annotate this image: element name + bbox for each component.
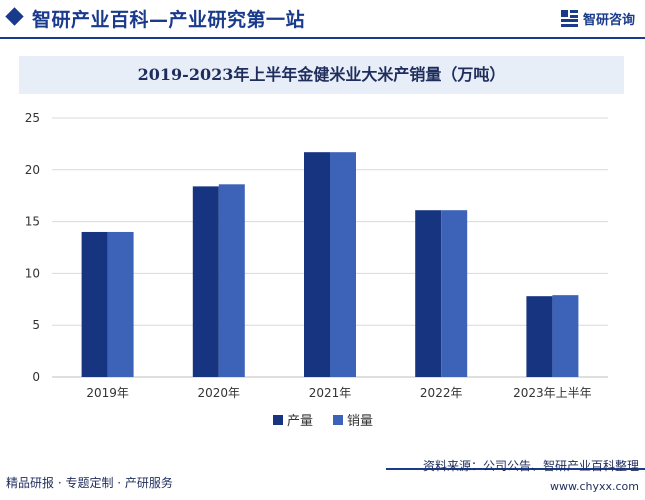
x-tick-label: 2020年 [198, 386, 241, 400]
header-bar: 智研产业百科—产业研究第一站 智研咨询 [0, 0, 645, 39]
y-tick-label: 15 [25, 215, 40, 229]
bar-sales [441, 210, 468, 377]
footer-source: 资料来源：公司公告、智研产业百科整理 [422, 459, 639, 473]
brand-name: 智研咨询 [582, 13, 635, 28]
legend-label: 销量 [347, 414, 373, 429]
bar-production [81, 231, 108, 377]
bar-sales [552, 295, 579, 377]
bar-production [526, 296, 553, 377]
bar-sales [330, 152, 356, 377]
legend-swatch [333, 415, 343, 425]
x-tick-label: 2022年 [420, 386, 463, 400]
bar-production [192, 186, 219, 377]
chart-title: 2019-2023年上半年金健米业大米产销量（万吨） [137, 65, 506, 84]
x-tick-label: 2021年 [309, 386, 352, 400]
brand-logo-icon [560, 10, 578, 27]
footer-divider [386, 468, 645, 470]
bar-production [304, 152, 330, 377]
x-tick-label: 2019年 [86, 386, 129, 400]
bar-production [415, 210, 442, 377]
footer-services: 精品研报 · 专题定制 · 产研服务 [6, 476, 173, 490]
header-divider [0, 37, 645, 39]
x-tick-label: 2023年上半年 [513, 386, 592, 400]
chart-title-box: 2019-2023年上半年金健米业大米产销量（万吨） [19, 56, 624, 94]
y-tick-label: 0 [32, 370, 40, 384]
y-tick-label: 20 [25, 163, 40, 177]
bar-sales [218, 184, 245, 377]
y-tick-label: 25 [25, 111, 40, 125]
y-tick-label: 5 [32, 318, 40, 332]
footer-url[interactable]: www.chyxx.com [549, 480, 639, 493]
bar-sales [107, 231, 134, 377]
header-title: 智研产业百科—产业研究第一站 [32, 9, 306, 31]
legend-label: 产量 [287, 414, 313, 429]
y-tick-label: 10 [25, 266, 40, 280]
brand-logo[interactable]: 智研咨询 [560, 9, 635, 31]
legend-swatch [273, 415, 283, 425]
